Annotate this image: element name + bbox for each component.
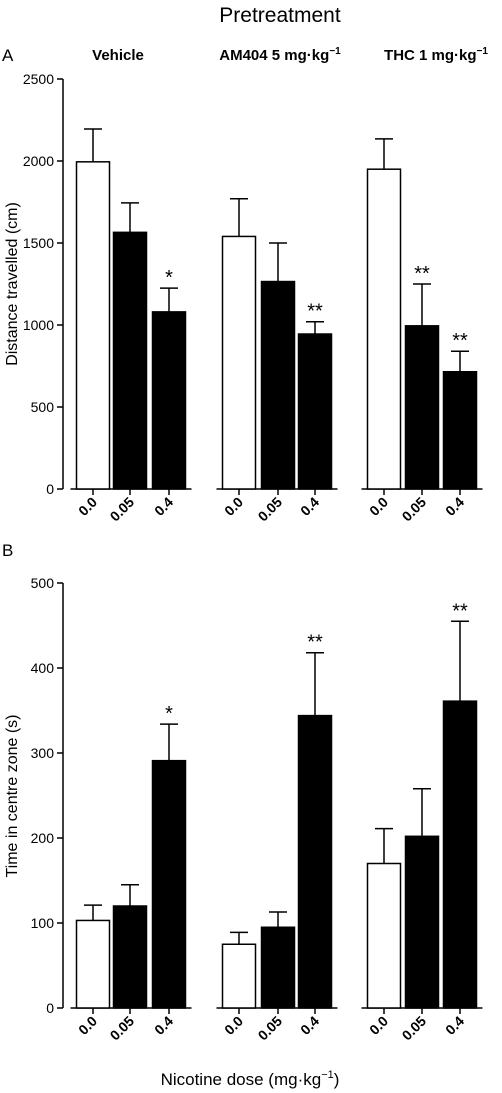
p1-x-tick-label: 0.0 bbox=[221, 494, 246, 519]
p2-y-tick-label: 200 bbox=[31, 830, 55, 846]
p2-y-tick-label: 500 bbox=[31, 575, 55, 591]
panel-a-label: A bbox=[2, 46, 14, 65]
p2-significance-marker: * bbox=[165, 703, 173, 725]
p2-x-tick-label: 0.05 bbox=[255, 1013, 286, 1044]
group-label-am404: AM404 5 mg·kg−1 bbox=[219, 46, 341, 64]
p1-y-tick-label: 2500 bbox=[23, 71, 54, 87]
group-label-thc: THC 1 mg·kg−1 bbox=[384, 46, 488, 64]
p1-x-tick-label: 0.05 bbox=[399, 494, 430, 525]
p1-x-tick-label: 0.05 bbox=[107, 494, 138, 525]
figure-title: Pretreatment bbox=[219, 4, 341, 27]
p1-bar bbox=[260, 280, 296, 490]
p2-bar bbox=[366, 862, 402, 1009]
p1-y-tick-label: 1500 bbox=[23, 235, 54, 251]
p1-bar bbox=[151, 311, 187, 490]
p1-bar bbox=[442, 370, 478, 490]
p1-x-tick-label: 0.0 bbox=[75, 494, 100, 519]
p1-y-tick-label: 1000 bbox=[23, 317, 54, 333]
p2-y-tick-label: 300 bbox=[31, 745, 55, 761]
p1-bar bbox=[221, 235, 257, 490]
p2-x-tick-label: 0.4 bbox=[297, 1013, 322, 1038]
p2-bar bbox=[221, 943, 257, 1009]
p2-bar bbox=[112, 905, 148, 1009]
p2-bar bbox=[404, 835, 440, 1009]
p1-significance-marker: ** bbox=[452, 330, 468, 352]
panel-b-ylabel: Time in centre zone (s) bbox=[4, 714, 21, 877]
p1-bar bbox=[366, 168, 402, 490]
group-label-vehicle: Vehicle bbox=[92, 47, 144, 64]
panel-a-ylabel: Distance travelled (cm) bbox=[4, 202, 21, 366]
p1-x-tick-label: 0.4 bbox=[297, 494, 322, 519]
panel-b-label: B bbox=[2, 541, 13, 560]
p2-y-tick-label: 0 bbox=[46, 1000, 54, 1016]
p2-significance-marker: ** bbox=[452, 600, 468, 622]
p1-bar bbox=[112, 231, 148, 490]
p1-x-tick-label: 0.0 bbox=[366, 494, 391, 519]
p1-x-tick-label: 0.4 bbox=[151, 494, 176, 519]
p2-x-tick-label: 0.0 bbox=[366, 1013, 391, 1038]
p1-bar bbox=[404, 325, 440, 490]
p2-x-tick-label: 0.4 bbox=[151, 1013, 176, 1038]
p2-x-tick-label: 0.0 bbox=[75, 1013, 100, 1038]
p1-significance-marker: * bbox=[165, 267, 173, 289]
p1-bar bbox=[297, 333, 333, 490]
p2-bar bbox=[151, 759, 187, 1009]
p2-bar bbox=[260, 926, 296, 1009]
p2-x-tick-label: 0.4 bbox=[442, 1013, 467, 1038]
p2-y-tick-label: 100 bbox=[31, 915, 55, 931]
p2-x-tick-label: 0.0 bbox=[221, 1013, 246, 1038]
p1-y-tick-label: 2000 bbox=[23, 153, 54, 169]
p1-bar bbox=[75, 161, 111, 490]
p2-bar bbox=[297, 714, 333, 1009]
p2-bar bbox=[75, 919, 111, 1009]
p2-x-tick-label: 0.05 bbox=[107, 1013, 138, 1044]
p2-significance-marker: ** bbox=[307, 632, 323, 654]
panel-b: B Time in centre zone (s) 0 100 200 300 400 5… bbox=[2, 541, 483, 1043]
p2-x-tick-label: 0.05 bbox=[399, 1013, 430, 1044]
p1-x-tick-label: 0.05 bbox=[255, 494, 286, 525]
p1-significance-marker: ** bbox=[414, 263, 430, 285]
p1-x-tick-label: 0.4 bbox=[442, 494, 467, 519]
p2-y-tick-label: 400 bbox=[31, 660, 55, 676]
p1-significance-marker: ** bbox=[307, 301, 323, 323]
p2-bar bbox=[442, 700, 478, 1009]
p1-y-tick-label: 0 bbox=[46, 481, 54, 497]
x-axis-label: Nicotine dose (mg·kg−1) bbox=[161, 1069, 340, 1089]
panel-a: A Distance travelled (cm) Vehicle AM404 … bbox=[2, 46, 488, 524]
p1-y-tick-label: 500 bbox=[31, 399, 55, 415]
